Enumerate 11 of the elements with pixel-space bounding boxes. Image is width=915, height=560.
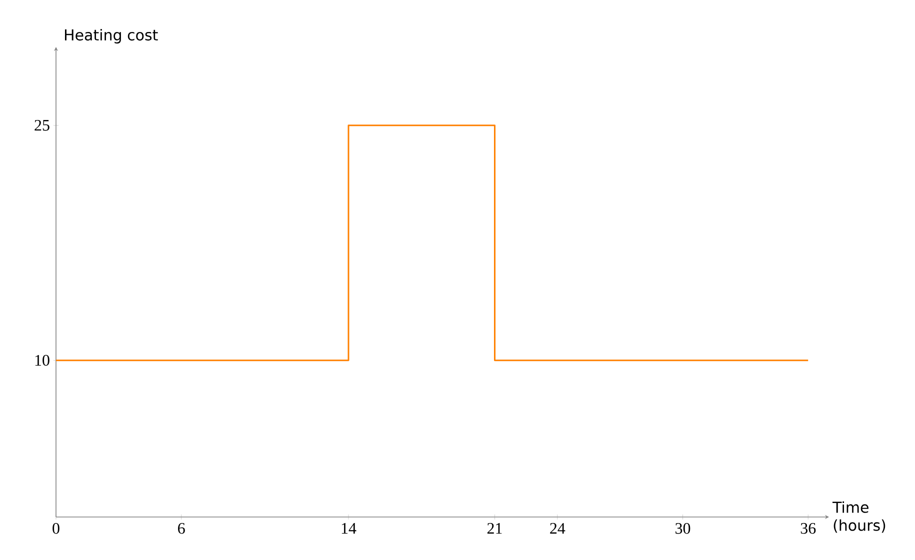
y-tick-label: 10 [35,354,50,366]
y-tick-label: 25 [34,120,50,131]
x-axis-title: Time (hours) [832,501,886,533]
x-tick-label: 21 [487,523,502,534]
y-axis-title: Heating cost [64,28,158,44]
x-tick-label: 14 [342,523,356,534]
x-tick-label: 0 [52,523,60,534]
x-tick-label: 30 [676,523,690,534]
x-tick-label: 24 [550,523,566,534]
x-tick-label: 36 [800,523,816,534]
x-tick-label: 6 [178,523,185,534]
